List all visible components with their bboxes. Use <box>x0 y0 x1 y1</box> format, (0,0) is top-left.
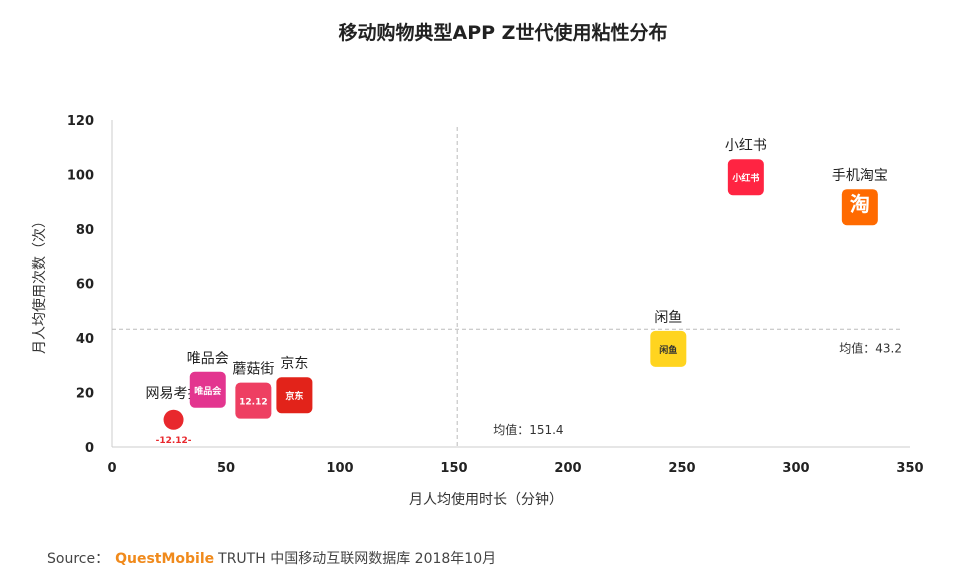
source-note: Source： QuestMobile TRUTH 中国移动互联网数据库 2018年… <box>47 548 496 568</box>
x-tick-labels: 0 50 100 150 200 250 300 350 <box>107 461 923 476</box>
y-axis-label: 月人均使用次数（次） <box>31 214 48 354</box>
x-tick-label: 250 <box>668 461 695 476</box>
app-icon-3 <box>276 377 313 414</box>
app-label: 唯品会 <box>187 351 229 367</box>
y-tick-label: 120 <box>67 114 94 129</box>
x-tick-label: 300 <box>782 461 809 476</box>
app-icon-text: 12.12 <box>239 398 267 408</box>
app-label: 京东 <box>280 356 308 372</box>
app-icon-text: 唯品会 <box>194 385 222 397</box>
x-mean-label: 均值：151.4 <box>493 422 563 437</box>
app-label: 网易考拉 <box>146 386 202 402</box>
x-axis-label: 月人均使用时长（分钟） <box>409 491 563 508</box>
app-label: 蘑菇街 <box>232 362 274 378</box>
app-icon-text: 闲鱼 <box>659 344 677 356</box>
app-icon-text: 小红书 <box>731 172 759 184</box>
source-prefix: Source： <box>47 551 110 567</box>
app-icon-text: 淘 <box>850 192 870 216</box>
app-label: 小红书 <box>725 138 767 154</box>
y-tick-label: 80 <box>76 223 94 238</box>
x-tick-label: 0 <box>107 461 116 476</box>
chart: 移动购物典型APP Z世代使用粘性分布 0 50 100 150 200 250 300 35… <box>31 21 924 508</box>
x-tick-label: 50 <box>217 461 235 476</box>
app-point[interactable]: -12.12- 网易考拉 <box>146 386 202 446</box>
app-icon-5 <box>727 159 764 196</box>
chart-title: 移动购物典型APP Z世代使用粘性分布 <box>339 21 668 44</box>
y-tick-labels: 0 20 40 60 80 100 120 <box>67 114 94 456</box>
x-tick-label: 150 <box>440 461 467 476</box>
app-point[interactable]: 12.12 蘑菇街 <box>232 362 274 419</box>
source-brand: QuestMobile <box>115 551 215 567</box>
app-icon-4 <box>650 330 687 367</box>
data-points: -12.12-网易考拉唯品会唯品会12.12蘑菇街京东京东闲鱼闲鱼小红书小红书淘… <box>146 138 888 446</box>
app-icon-0 <box>163 409 184 430</box>
app-label: 手机淘宝 <box>832 168 888 184</box>
app-icon-6 <box>841 189 878 226</box>
app-label: 闲鱼 <box>654 309 682 326</box>
y-tick-label: 20 <box>76 387 94 402</box>
y-tick-label: 100 <box>67 169 94 184</box>
app-icon-2 <box>235 382 272 419</box>
app-icon-text: -12.12- <box>156 436 192 446</box>
x-tick-label: 100 <box>326 461 353 476</box>
y-tick-label: 0 <box>85 441 94 456</box>
source-text: TRUTH 中国移动互联网数据库 2018年10月 <box>218 551 497 567</box>
app-icon-text: 京东 <box>285 390 303 402</box>
x-tick-label: 200 <box>554 461 581 476</box>
y-tick-label: 60 <box>76 278 94 293</box>
y-tick-label: 40 <box>76 332 94 347</box>
x-tick-label: 350 <box>896 461 923 476</box>
app-icon-1 <box>189 371 226 408</box>
y-mean-label: 均值：43.2 <box>839 340 902 355</box>
